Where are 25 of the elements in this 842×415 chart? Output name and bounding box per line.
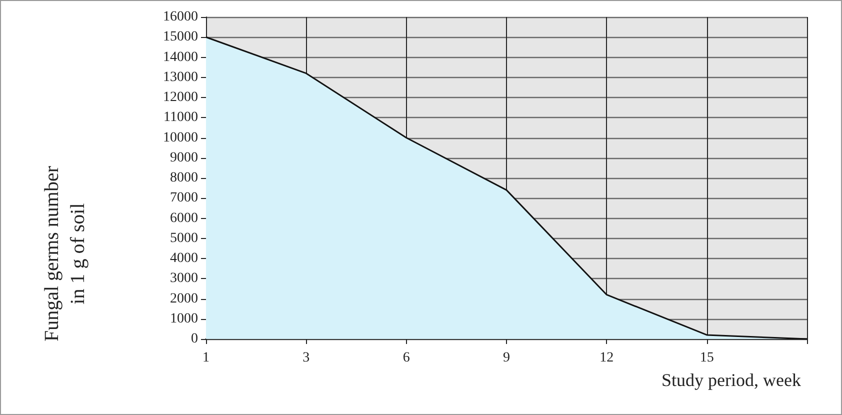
x-axis-title: Study period, week bbox=[662, 370, 802, 390]
y-axis-title: Fungal germs number in 1 g of soil bbox=[41, 166, 89, 342]
y-tick-label: 15000 bbox=[163, 30, 198, 45]
y-tick-label: 4000 bbox=[170, 251, 198, 266]
y-tick-label: 8000 bbox=[170, 170, 198, 186]
y-tick-label: 7000 bbox=[170, 190, 198, 206]
y-tick-label: 3000 bbox=[170, 271, 198, 286]
y-tick-label: 6000 bbox=[170, 210, 198, 226]
x-tick-label: 9 bbox=[503, 350, 510, 366]
y-tick-label: 10000 bbox=[163, 130, 198, 146]
x-tick-label: 6 bbox=[402, 350, 410, 366]
y-tick-label: 13000 bbox=[163, 70, 198, 85]
y-tick-label: 0 bbox=[191, 332, 198, 346]
y-tick-label: 5000 bbox=[170, 230, 198, 246]
y-tick-label: 11000 bbox=[164, 110, 198, 126]
y-tick-label: 14000 bbox=[163, 50, 198, 65]
y-tick-label: 2000 bbox=[170, 291, 198, 306]
x-tick-label: 12 bbox=[600, 350, 614, 366]
y-tick-label: 9000 bbox=[170, 150, 198, 166]
x-tick-label: 1 bbox=[202, 350, 210, 366]
y-tick-label: 1000 bbox=[170, 311, 198, 326]
y-tick-label: 12000 bbox=[163, 90, 198, 105]
x-tick-label: 15 bbox=[700, 350, 714, 366]
y-tick-label: 16000 bbox=[163, 10, 198, 24]
x-tick-label: 3 bbox=[302, 350, 310, 366]
